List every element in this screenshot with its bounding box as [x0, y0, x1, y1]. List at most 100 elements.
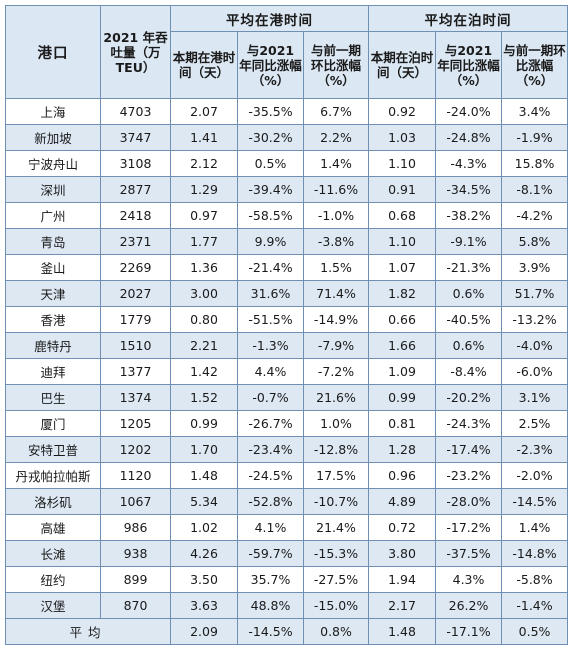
cell-port-yoy: 4.1%: [237, 514, 304, 541]
header-port: 港口: [5, 5, 101, 99]
cell-berth-yoy: -4.3%: [435, 150, 503, 177]
cell-berth-time: 0.99: [368, 384, 437, 411]
cell-port-time: 1.41: [170, 124, 238, 151]
cell-berth-time: 4.89: [368, 488, 437, 515]
cell-port-time: 3.63: [170, 592, 238, 619]
cell-throughput: 1377: [100, 358, 171, 385]
cell-berth-yoy: -28.0%: [435, 488, 503, 515]
cell-berth-yoy: 0.6%: [435, 280, 503, 307]
cell-port-mom: 71.4%: [302, 280, 370, 307]
cell-port-yoy: 4.4%: [237, 358, 304, 385]
cell-throughput: 2877: [100, 176, 171, 203]
cell-port-time: 3.00: [170, 280, 238, 307]
header-berth-mom: 与前一期环比涨幅（%）: [501, 31, 569, 99]
cell-berth-time: 0.72: [368, 514, 437, 541]
cell-berth-mom: 2.5%: [501, 410, 569, 437]
table-row: 青岛 2371 1.77 9.9% -3.8% 1.10 -9.1% 5.8%: [5, 228, 569, 255]
cell-throughput: 986: [100, 514, 171, 541]
cell-port-yoy: -30.2%: [237, 124, 304, 151]
cell-throughput: 4703: [100, 98, 171, 125]
cell-port-name: 香港: [5, 306, 101, 333]
cell-port-name: 鹿特丹: [5, 332, 101, 359]
cell-port-mom: -14.9%: [302, 306, 370, 333]
cell-port-yoy: 31.6%: [237, 280, 304, 307]
cell-port-name: 天津: [5, 280, 101, 307]
cell-port-mom: -12.8%: [302, 436, 370, 463]
table-row: 天津 2027 3.00 31.6% 71.4% 1.82 0.6% 51.7%: [5, 280, 569, 307]
table-row: 鹿特丹 1510 2.21 -1.3% -7.9% 1.66 0.6% -4.0%: [5, 332, 569, 359]
cell-port-yoy: -51.5%: [237, 306, 304, 333]
table-row: 巴生 1374 1.52 -0.7% 21.6% 0.99 -20.2% 3.1%: [5, 384, 569, 411]
cell-berth-yoy: -21.3%: [435, 254, 503, 281]
cell-throughput: 1202: [100, 436, 171, 463]
cell-port-mom: 21.6%: [302, 384, 370, 411]
cell-port-yoy: 35.7%: [237, 566, 304, 593]
cell-throughput: 870: [100, 592, 171, 619]
cell-port-mom: -1.0%: [302, 202, 370, 229]
cell-port-name: 深圳: [5, 176, 101, 203]
cell-berth-mom: -5.8%: [501, 566, 569, 593]
cell-port-time: 1.77: [170, 228, 238, 255]
cell-port-yoy: 48.8%: [237, 592, 304, 619]
table-row: 釜山 2269 1.36 -21.4% 1.5% 1.07 -21.3% 3.9%: [5, 254, 569, 281]
cell-port-yoy: -52.8%: [237, 488, 304, 515]
cell-port-mom: 1.4%: [302, 150, 370, 177]
table-row: 丹戎帕拉帕斯 1120 1.48 -24.5% 17.5% 0.96 -23.2% -2.0%: [5, 462, 569, 489]
cell-port-name: 洛杉矶: [5, 488, 101, 515]
cell-berth-mom: -2.3%: [501, 436, 569, 463]
cell-port-time: 5.34: [170, 488, 238, 515]
cell-port-name: 纽约: [5, 566, 101, 593]
table-row: 厦门 1205 0.99 -26.7% 1.0% 0.81 -24.3% 2.5%: [5, 410, 569, 437]
header-berth-yoy: 与2021 年同比涨幅（%）: [435, 31, 503, 99]
cell-port-name: 宁波舟山: [5, 150, 101, 177]
cell-berth-mom: -1.4%: [501, 592, 569, 619]
cell-port-yoy: 0.5%: [237, 150, 304, 177]
cell-berth-time: 1.03: [368, 124, 437, 151]
cell-port-mom: 1.0%: [302, 410, 370, 437]
cell-port-time: 1.29: [170, 176, 238, 203]
cell-throughput: 2418: [100, 202, 171, 229]
cell-berth-time: 1.82: [368, 280, 437, 307]
table-row: 迪拜 1377 1.42 4.4% -7.2% 1.09 -8.4% -6.0%: [5, 358, 569, 385]
cell-berth-time: 1.10: [368, 228, 437, 255]
cell-throughput: 2371: [100, 228, 171, 255]
table-row: 新加坡 3747 1.41 -30.2% 2.2% 1.03 -24.8% -1.9%: [5, 124, 569, 151]
cell-berth-time: 1.94: [368, 566, 437, 593]
cell-port-yoy: -21.4%: [237, 254, 304, 281]
cell-berth-mom: -4.2%: [501, 202, 569, 229]
table-row: 纽约 899 3.50 35.7% -27.5% 1.94 4.3% -5.8%: [5, 566, 569, 593]
cell-berth-mom: -1.9%: [501, 124, 569, 151]
cell-berth-yoy: -24.8%: [435, 124, 503, 151]
cell-berth-time: 1.28: [368, 436, 437, 463]
table-body: 上海 4703 2.07 -35.5% 6.7% 0.92 -24.0% 3.4% 新加坡 374…: [5, 98, 569, 619]
cell-berth-time: 2.17: [368, 592, 437, 619]
cell-port-name: 高雄: [5, 514, 101, 541]
cell-port-mom: 1.5%: [302, 254, 370, 281]
cell-port-name: 青岛: [5, 228, 101, 255]
cell-port-mom: -11.6%: [302, 176, 370, 203]
cell-berth-time: 1.09: [368, 358, 437, 385]
port-time-table-container: 港口 2021 年吞吐量（万 TEU） 平均在港时间 平均在泊时间 本期在港时间…: [5, 5, 569, 645]
cell-berth-mom: 3.1%: [501, 384, 569, 411]
cell-berth-yoy: -8.4%: [435, 358, 503, 385]
cell-berth-mom: -6.0%: [501, 358, 569, 385]
cell-berth-time: 3.80: [368, 540, 437, 567]
cell-throughput: 899: [100, 566, 171, 593]
cell-port-time: 1.42: [170, 358, 238, 385]
cell-berth-yoy: -20.2%: [435, 384, 503, 411]
cell-port-yoy: -26.7%: [237, 410, 304, 437]
cell-port-yoy: -1.3%: [237, 332, 304, 359]
cell-port-name: 釜山: [5, 254, 101, 281]
header-current-port-time: 本期在港时间（天）: [170, 31, 238, 99]
cell-port-time: 1.02: [170, 514, 238, 541]
average-berth-mom: 0.5%: [501, 618, 569, 645]
cell-berth-time: 1.10: [368, 150, 437, 177]
table-row: 广州 2418 0.97 -58.5% -1.0% 0.68 -38.2% -4.2%: [5, 202, 569, 229]
cell-berth-mom: -13.2%: [501, 306, 569, 333]
cell-port-mom: -3.8%: [302, 228, 370, 255]
cell-port-time: 1.36: [170, 254, 238, 281]
table-row: 香港 1779 0.80 -51.5% -14.9% 0.66 -40.5% -13.2%: [5, 306, 569, 333]
cell-port-name: 安特卫普: [5, 436, 101, 463]
cell-berth-mom: -8.1%: [501, 176, 569, 203]
cell-port-time: 1.52: [170, 384, 238, 411]
